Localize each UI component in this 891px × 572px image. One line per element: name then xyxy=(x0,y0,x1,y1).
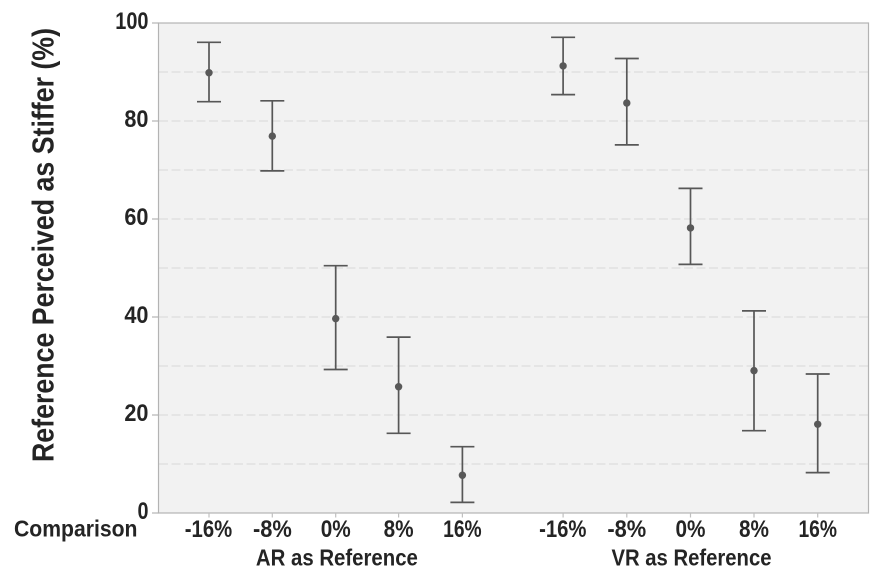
svg-text:Comparison: Comparison xyxy=(14,516,138,542)
svg-text:60: 60 xyxy=(124,205,148,231)
svg-text:-16%: -16% xyxy=(539,516,587,543)
svg-text:16%: 16% xyxy=(798,516,837,543)
svg-text:0: 0 xyxy=(138,499,149,525)
svg-text:40: 40 xyxy=(124,303,148,329)
svg-text:16%: 16% xyxy=(443,516,482,543)
svg-text:80: 80 xyxy=(124,107,148,133)
svg-text:VR as Reference: VR as Reference xyxy=(612,545,772,568)
svg-text:20: 20 xyxy=(124,401,148,427)
svg-text:Reference Perceived as Stiffer: Reference Perceived as Stiffer (%) xyxy=(26,28,61,462)
svg-text:AR as Reference: AR as Reference xyxy=(256,545,418,568)
svg-text:8%: 8% xyxy=(739,516,769,543)
svg-text:0%: 0% xyxy=(676,516,706,543)
svg-text:-8%: -8% xyxy=(607,516,646,543)
svg-text:8%: 8% xyxy=(384,516,414,543)
svg-text:0%: 0% xyxy=(321,516,351,543)
svg-text:-16%: -16% xyxy=(185,516,233,543)
svg-text:-8%: -8% xyxy=(253,516,292,543)
svg-text:100: 100 xyxy=(115,9,148,35)
